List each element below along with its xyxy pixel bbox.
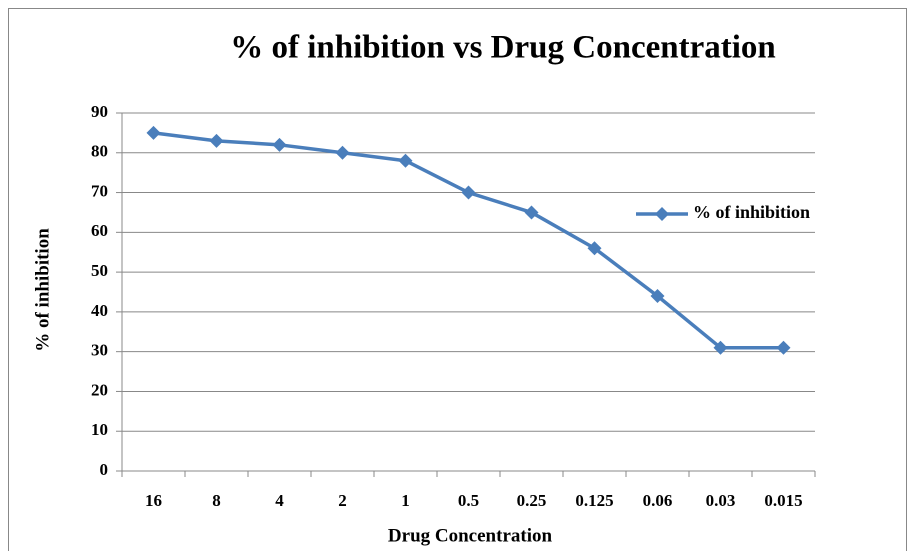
- legend-marker: [655, 207, 669, 221]
- chart-frame: [8, 8, 907, 551]
- x-tick-label: 8: [212, 491, 221, 510]
- data-point: [713, 340, 728, 355]
- y-axis-label: % of inhibition: [32, 228, 53, 352]
- data-point: [398, 153, 413, 168]
- data-point: [335, 145, 350, 160]
- y-tick-label: 50: [91, 261, 108, 280]
- x-tick-label: 16: [145, 491, 162, 510]
- x-tick-label: 0.015: [764, 491, 802, 510]
- x-tick-label: 0.25: [517, 491, 547, 510]
- x-tick-label: 0.5: [458, 491, 479, 510]
- y-tick-label: 60: [91, 221, 108, 240]
- x-tick-label: 1: [401, 491, 410, 510]
- y-tick-label: 10: [91, 420, 108, 439]
- chart-title: % of inhibition vs Drug Concentration: [230, 30, 775, 66]
- data-point: [587, 241, 602, 256]
- x-tick-label: 0.03: [706, 491, 736, 510]
- legend-label: % of inhibition: [693, 202, 810, 222]
- data-point: [209, 133, 224, 148]
- y-tick-label: 0: [100, 460, 109, 479]
- x-tick-label: 0.06: [643, 491, 673, 510]
- data-point: [146, 125, 161, 140]
- y-tick-label: 30: [91, 341, 108, 360]
- data-point: [272, 137, 287, 152]
- y-tick-label: 80: [91, 142, 108, 161]
- y-tick-label: 70: [91, 181, 108, 200]
- x-tick-label: 0.125: [575, 491, 613, 510]
- x-axis-label: Drug Concentration: [388, 525, 553, 546]
- x-tick-label: 2: [338, 491, 347, 510]
- y-tick-label: 20: [91, 380, 108, 399]
- y-tick-label: 90: [91, 102, 108, 121]
- data-point: [650, 288, 665, 303]
- data-point: [461, 185, 476, 200]
- y-tick-label: 40: [91, 301, 108, 320]
- x-tick-label: 4: [275, 491, 284, 510]
- data-point: [524, 205, 539, 220]
- data-point: [776, 340, 791, 355]
